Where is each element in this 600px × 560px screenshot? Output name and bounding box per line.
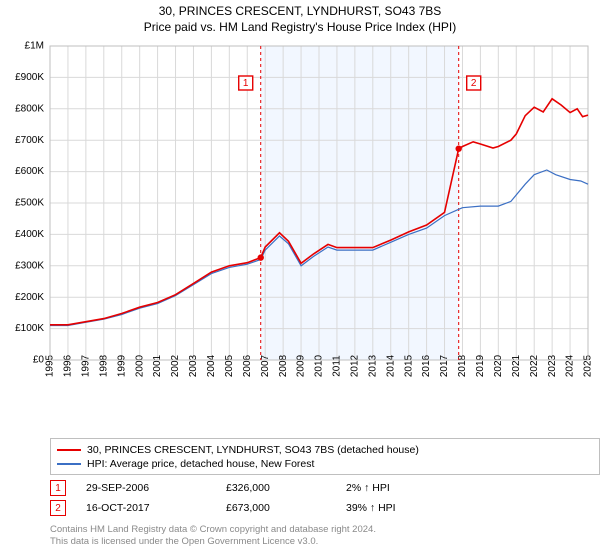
svg-text:2012: 2012 xyxy=(350,354,361,377)
footer-line2: This data is licensed under the Open Gov… xyxy=(50,536,586,548)
svg-text:1999: 1999 xyxy=(116,354,127,377)
svg-text:2006: 2006 xyxy=(242,354,253,377)
footer-line1: Contains HM Land Registry data © Crown c… xyxy=(50,524,586,536)
svg-text:2007: 2007 xyxy=(260,354,271,377)
chart-title: 30, PRINCES CRESCENT, LYNDHURST, SO43 7B… xyxy=(0,0,600,35)
legend: 30, PRINCES CRESCENT, LYNDHURST, SO43 7B… xyxy=(50,438,600,475)
svg-text:1998: 1998 xyxy=(98,354,109,377)
svg-text:2017: 2017 xyxy=(439,354,450,377)
svg-text:2015: 2015 xyxy=(403,354,414,377)
svg-text:2010: 2010 xyxy=(314,354,325,377)
svg-text:1: 1 xyxy=(243,78,249,89)
sale-marker: 2 xyxy=(50,500,66,516)
sale-date: 16-OCT-2017 xyxy=(86,502,206,514)
sale-price: £673,000 xyxy=(226,502,326,514)
svg-text:2023: 2023 xyxy=(547,354,558,377)
svg-text:2016: 2016 xyxy=(421,354,432,377)
svg-text:2009: 2009 xyxy=(296,354,307,377)
sale-marker: 1 xyxy=(50,480,66,496)
sale-date: 29-SEP-2006 xyxy=(86,482,206,494)
svg-text:2019: 2019 xyxy=(475,354,486,377)
legend-swatch-hpi xyxy=(57,463,81,465)
legend-label-hpi: HPI: Average price, detached house, New … xyxy=(87,457,314,471)
sale-row: 1 29-SEP-2006 £326,000 2% ↑ HPI xyxy=(50,478,586,498)
sale-row: 2 16-OCT-2017 £673,000 39% ↑ HPI xyxy=(50,498,586,518)
svg-text:£300K: £300K xyxy=(15,260,44,271)
title-line2: Price paid vs. HM Land Registry's House … xyxy=(0,20,600,36)
svg-text:2001: 2001 xyxy=(152,354,163,377)
svg-text:£0: £0 xyxy=(33,355,45,366)
svg-text:2022: 2022 xyxy=(529,354,540,377)
svg-text:2004: 2004 xyxy=(206,354,217,377)
sale-delta: 39% ↑ HPI xyxy=(346,502,466,514)
legend-row-hpi: HPI: Average price, detached house, New … xyxy=(57,457,593,471)
sale-delta: 2% ↑ HPI xyxy=(346,482,466,494)
svg-text:2024: 2024 xyxy=(565,354,576,377)
svg-text:£800K: £800K xyxy=(15,103,44,114)
svg-text:2008: 2008 xyxy=(278,354,289,377)
svg-text:1997: 1997 xyxy=(81,354,92,377)
svg-text:£500K: £500K xyxy=(15,198,44,209)
legend-swatch-property xyxy=(57,449,81,451)
svg-text:2002: 2002 xyxy=(170,354,181,377)
legend-row-property: 30, PRINCES CRESCENT, LYNDHURST, SO43 7B… xyxy=(57,443,593,457)
svg-text:£400K: £400K xyxy=(15,229,44,240)
svg-text:2003: 2003 xyxy=(188,354,199,377)
footer: Contains HM Land Registry data © Crown c… xyxy=(50,524,586,549)
svg-text:2013: 2013 xyxy=(367,354,378,377)
title-line1: 30, PRINCES CRESCENT, LYNDHURST, SO43 7B… xyxy=(0,4,600,20)
svg-text:£700K: £700K xyxy=(15,135,44,146)
svg-text:2: 2 xyxy=(471,78,477,89)
chart-svg: £0£100K£200K£300K£400K£500K£600K£700K£80… xyxy=(50,44,590,404)
svg-text:£200K: £200K xyxy=(15,292,44,303)
sale-price: £326,000 xyxy=(226,482,326,494)
svg-text:2018: 2018 xyxy=(457,354,468,377)
svg-text:2005: 2005 xyxy=(224,354,235,377)
svg-text:2020: 2020 xyxy=(493,354,504,377)
sales-table: 1 29-SEP-2006 £326,000 2% ↑ HPI 2 16-OCT… xyxy=(50,478,586,518)
svg-text:2000: 2000 xyxy=(134,354,145,377)
svg-text:2021: 2021 xyxy=(511,354,522,377)
svg-text:2014: 2014 xyxy=(385,354,396,377)
svg-text:£100K: £100K xyxy=(15,323,44,334)
legend-label-property: 30, PRINCES CRESCENT, LYNDHURST, SO43 7B… xyxy=(87,443,419,457)
svg-text:£600K: £600K xyxy=(15,166,44,177)
svg-text:1996: 1996 xyxy=(63,354,74,377)
svg-text:£1M: £1M xyxy=(25,41,44,52)
chart-plot: £0£100K£200K£300K£400K£500K£600K£700K£80… xyxy=(50,44,590,404)
svg-text:£900K: £900K xyxy=(15,72,44,83)
svg-text:2011: 2011 xyxy=(332,355,343,377)
